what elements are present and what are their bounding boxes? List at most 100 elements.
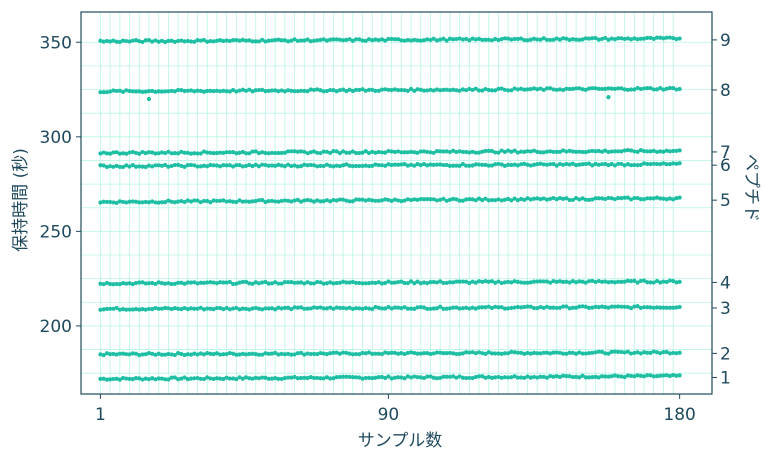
data-point-peptide-3 (383, 306, 388, 311)
data-point-peptide-9 (463, 36, 469, 42)
data-point-peptide-1 (218, 376, 223, 381)
data-point-peptide-3 (285, 305, 291, 310)
data-point-peptide-5 (266, 199, 271, 204)
data-point-peptide-6 (169, 163, 174, 169)
data-point-peptide-9 (363, 38, 368, 43)
data-point-peptide-3 (573, 305, 579, 310)
data-point-peptide-8 (324, 88, 330, 94)
data-point-peptide-9 (318, 37, 323, 42)
data-point-peptide-8 (583, 87, 588, 92)
data-point-peptide-3 (289, 307, 294, 312)
data-point-peptide-1 (444, 374, 449, 379)
data-point-peptide-5 (224, 199, 229, 204)
data-point-peptide-7 (227, 150, 232, 155)
data-point-peptide-5 (512, 196, 517, 201)
data-point-peptide-4 (169, 281, 174, 287)
data-point-peptide-1 (573, 374, 579, 379)
data-point-peptide-8 (201, 89, 207, 94)
data-point-peptide-1 (489, 375, 495, 380)
data-point-peptide-2 (360, 350, 365, 356)
data-point-peptide-7 (486, 148, 491, 153)
data-point-peptide-8 (541, 87, 546, 93)
data-point-peptide-9 (561, 36, 566, 41)
data-point-peptide-2 (285, 351, 291, 357)
data-point-peptide-2 (227, 350, 232, 356)
data-point-peptide-1 (140, 377, 145, 382)
data-point-peptide-3 (499, 305, 504, 310)
data-point-peptide-5 (635, 195, 640, 201)
data-point-peptide-3 (159, 306, 164, 311)
data-point-peptide-1 (386, 374, 391, 379)
data-point-peptide-5 (298, 199, 304, 204)
data-point-peptide-1 (373, 375, 378, 380)
data-point-peptide-6 (431, 162, 436, 168)
data-point-peptide-3 (276, 305, 281, 310)
data-point-peptide-9 (237, 38, 242, 43)
data-point-peptide-7 (137, 151, 142, 156)
data-point-peptide-7 (101, 150, 106, 155)
data-point-peptide-2 (182, 352, 187, 358)
outlier-point-peptide-8 (606, 94, 611, 100)
data-point-peptide-7 (211, 151, 216, 156)
data-point-peptide-8 (638, 86, 643, 92)
data-point-peptide-9 (593, 35, 598, 41)
data-point-peptide-3 (104, 306, 109, 311)
data-point-peptide-2 (289, 352, 294, 357)
data-point-peptide-5 (506, 196, 511, 202)
data-point-peptide-1 (583, 375, 588, 380)
data-point-peptide-5 (434, 198, 440, 203)
data-point-peptide-2 (463, 350, 469, 355)
data-point-peptide-7 (399, 150, 404, 155)
data-point-peptide-5 (651, 196, 656, 201)
data-point-peptide-7 (133, 150, 139, 156)
data-point-peptide-1 (531, 374, 537, 380)
data-point-peptide-7 (622, 148, 627, 153)
data-point-peptide-3 (360, 306, 365, 311)
data-point-peptide-3 (648, 305, 653, 310)
data-point-peptide-4 (324, 281, 330, 286)
data-point-peptide-8 (667, 85, 673, 91)
data-point-peptide-4 (463, 279, 469, 284)
data-point-peptide-9 (509, 37, 514, 42)
data-point-peptide-7 (98, 151, 103, 156)
data-point-peptide-9 (447, 36, 452, 41)
data-point-peptide-4 (344, 280, 349, 285)
data-point-peptide-9 (279, 38, 284, 43)
data-point-peptide-2 (334, 350, 339, 355)
data-point-peptide-2 (318, 350, 323, 356)
data-point-peptide-3 (667, 305, 673, 310)
data-point-peptide-9 (276, 37, 281, 42)
data-point-peptide-8 (441, 87, 446, 92)
data-point-peptide-9 (415, 38, 420, 43)
data-point-peptide-1 (522, 375, 527, 380)
data-point-peptide-8 (518, 86, 524, 91)
data-point-peptide-8 (564, 86, 569, 91)
data-point-peptide-6 (120, 164, 126, 170)
data-point-peptide-5 (671, 197, 676, 202)
data-point-peptide-3 (344, 306, 349, 311)
data-point-peptide-8 (573, 86, 579, 91)
data-point-peptide-5 (166, 198, 171, 203)
data-point-peptide-4 (302, 281, 307, 286)
data-point-peptide-5 (243, 199, 249, 204)
data-point-peptide-7 (289, 149, 294, 154)
data-point-peptide-8 (289, 88, 294, 93)
data-point-peptide-6 (609, 161, 614, 167)
data-point-peptide-5 (221, 198, 226, 203)
data-point-peptide-6 (493, 162, 498, 167)
data-point-peptide-6 (250, 164, 255, 169)
data-point-peptide-7 (195, 151, 200, 156)
data-point-peptide-2 (625, 349, 630, 354)
data-point-peptide-3 (224, 305, 229, 311)
data-point-peptide-6 (111, 164, 116, 169)
data-point-peptide-2 (195, 352, 200, 357)
data-point-peptide-5 (321, 198, 326, 204)
data-point-peptide-7 (188, 151, 194, 156)
data-point-peptide-7 (311, 149, 317, 154)
data-point-peptide-4 (431, 279, 436, 285)
data-point-peptide-2 (101, 353, 106, 358)
data-point-peptide-9 (108, 39, 113, 44)
data-point-peptide-1 (483, 375, 488, 380)
data-point-peptide-1 (515, 375, 520, 380)
data-point-peptide-7 (240, 149, 245, 155)
